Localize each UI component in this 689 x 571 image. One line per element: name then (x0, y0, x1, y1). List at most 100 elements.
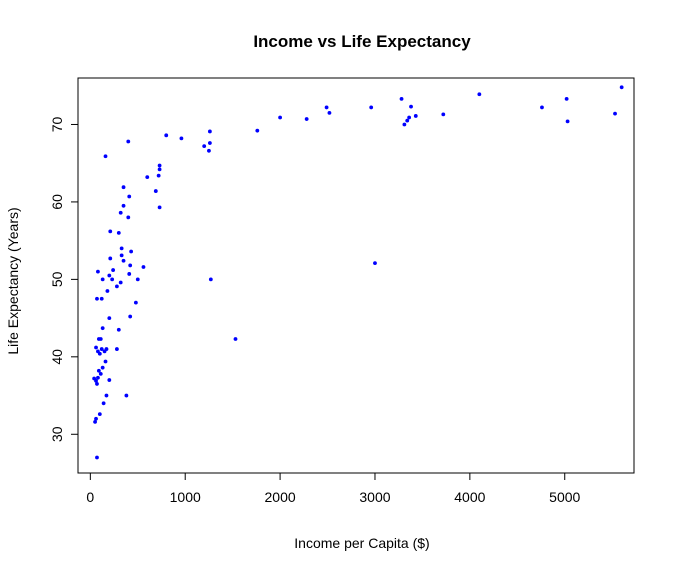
data-point (477, 92, 482, 97)
data-point (95, 296, 99, 301)
y-axis-label: Life Expectancy (Years) (5, 207, 21, 354)
data-point (105, 289, 110, 293)
data-point (99, 296, 104, 301)
data-point (119, 253, 124, 258)
data-point (619, 85, 624, 90)
data-point (99, 347, 104, 351)
y-tick-label: 50 (49, 271, 65, 287)
data-point (145, 175, 150, 180)
data-point (104, 347, 109, 351)
data-point (100, 365, 105, 370)
data-point (405, 118, 410, 123)
data-point (208, 277, 213, 282)
data-point (128, 314, 133, 319)
x-axis: 0 1000 2000 3000 4000 5000 (86, 472, 581, 505)
data-point (95, 455, 99, 460)
data-point (108, 229, 113, 234)
data-point (304, 117, 309, 121)
data-point (127, 272, 132, 276)
data-point (156, 173, 161, 178)
data-point (129, 249, 134, 254)
data-point (540, 105, 544, 110)
data-point (157, 205, 162, 210)
data-point (402, 122, 407, 127)
data-point (399, 97, 404, 101)
data-point (107, 316, 112, 320)
x-tick-label: 0 (86, 489, 94, 505)
data-point (565, 119, 570, 124)
data-point (94, 416, 98, 421)
data-point (255, 128, 260, 133)
data-point (327, 110, 332, 115)
data-point (97, 412, 102, 417)
data-point (157, 163, 162, 168)
data-point (108, 256, 113, 261)
data-point (121, 185, 126, 190)
data-point (100, 277, 105, 282)
data-point (116, 231, 121, 235)
data-point (121, 203, 126, 208)
data-point (97, 351, 102, 356)
data-point (104, 393, 109, 398)
data-point (127, 194, 132, 199)
data-point (413, 114, 418, 118)
x-tick-label: 2000 (265, 489, 296, 505)
y-tick-label: 70 (49, 116, 65, 132)
data-point (128, 263, 133, 268)
data-point (179, 136, 184, 141)
data-point (116, 327, 121, 332)
y-tick-label: 30 (49, 426, 65, 442)
data-point (103, 154, 108, 159)
data-point (92, 376, 97, 381)
data-point (278, 115, 282, 120)
x-tick-label: 4000 (454, 489, 485, 505)
plot-area-frame (77, 77, 635, 474)
data-point (126, 139, 131, 144)
x-tick-label: 1000 (170, 489, 201, 505)
data-point (98, 371, 103, 376)
data-point (124, 393, 129, 398)
data-point (119, 246, 124, 251)
data-point (118, 280, 123, 285)
data-point (407, 115, 412, 120)
data-point (100, 326, 105, 331)
data-point (141, 265, 146, 269)
data-point (118, 210, 123, 215)
data-point (207, 129, 212, 134)
data-point (157, 167, 162, 172)
data-point (93, 419, 97, 424)
data-point (324, 105, 329, 110)
data-point (96, 375, 100, 380)
x-tick-label: 3000 (359, 489, 390, 505)
data-point (95, 382, 99, 386)
y-axis: 30 40 50 60 70 (49, 116, 79, 442)
x-axis-label: Income per Capita ($) (294, 535, 429, 551)
data-point (98, 337, 103, 341)
data-point (164, 133, 169, 138)
data-point (369, 105, 374, 110)
data-point (96, 269, 100, 274)
data-point (121, 258, 126, 263)
data-point (233, 337, 238, 341)
data-point (107, 378, 112, 382)
data-point (103, 359, 108, 364)
data-point (111, 268, 116, 272)
data-point (564, 97, 569, 101)
data-points (92, 85, 624, 460)
data-point (135, 277, 140, 282)
data-point (202, 144, 207, 149)
data-point (126, 215, 131, 220)
data-point (441, 112, 446, 117)
data-point (133, 300, 138, 305)
data-point (153, 189, 158, 193)
y-tick-label: 60 (49, 194, 65, 210)
data-point (94, 345, 98, 350)
data-point (115, 284, 119, 289)
data-point (101, 401, 106, 406)
x-tick-label: 5000 (549, 489, 580, 505)
data-point (207, 141, 212, 145)
chart-title: Income vs Life Expectancy (253, 32, 471, 51)
data-point (409, 104, 413, 109)
y-tick-label: 40 (49, 349, 65, 365)
